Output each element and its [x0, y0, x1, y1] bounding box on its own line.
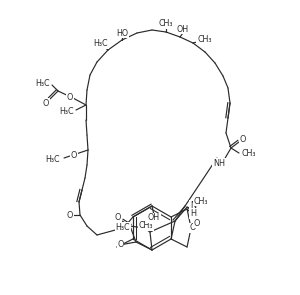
Text: H₃C: H₃C: [116, 222, 130, 232]
Text: O: O: [67, 94, 73, 102]
Text: N: N: [190, 201, 196, 209]
Text: H: H: [190, 209, 196, 219]
Text: O: O: [194, 219, 200, 227]
Text: O: O: [240, 135, 246, 143]
Text: O: O: [67, 211, 73, 219]
Text: CH₃: CH₃: [197, 35, 212, 43]
Text: OH: OH: [148, 214, 160, 222]
Text: O: O: [115, 214, 121, 222]
Text: NH: NH: [213, 158, 225, 168]
Text: CH₃: CH₃: [241, 150, 256, 158]
Text: OH: OH: [177, 24, 189, 34]
Text: CH₃: CH₃: [159, 19, 173, 29]
Text: H₃C: H₃C: [94, 40, 108, 48]
Text: CH₃: CH₃: [194, 196, 208, 206]
Text: O: O: [43, 99, 49, 107]
Text: HO: HO: [116, 29, 128, 37]
Text: H₃C: H₃C: [35, 78, 50, 88]
Text: O: O: [71, 152, 77, 160]
Text: CH₃: CH₃: [139, 222, 153, 230]
Text: O: O: [190, 224, 196, 232]
Text: H₃C: H₃C: [46, 155, 60, 165]
Text: O: O: [117, 240, 124, 249]
Text: H₃C: H₃C: [59, 107, 74, 117]
